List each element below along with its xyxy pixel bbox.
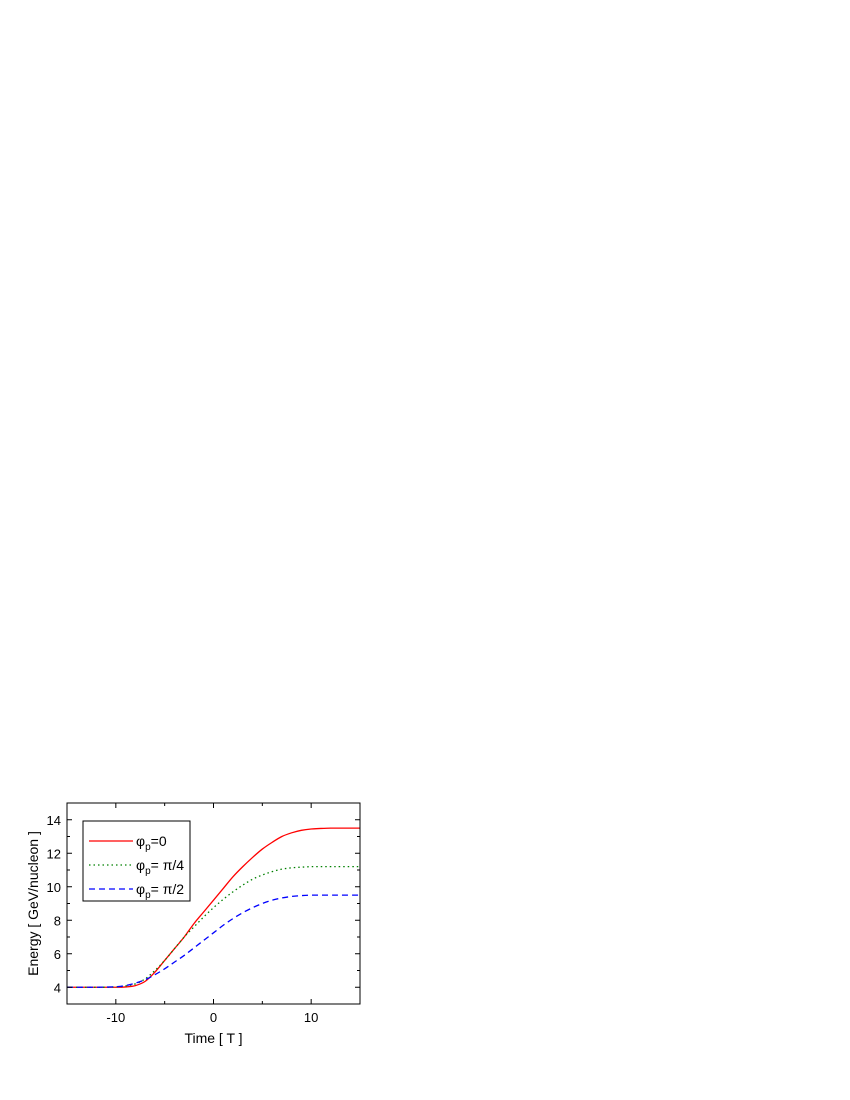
legend-label-0: φp=0 [136,833,167,853]
y-tick-label: 12 [47,846,61,861]
x-tick-label: 10 [304,1010,318,1025]
axis-ticks: -10 0 10 4 6 8 10 12 14 [47,802,361,1025]
y-axis-label: Energy [ GeV/nucleon ] [25,831,41,976]
legend-label-sub: p [145,890,151,901]
y-tick-label: 14 [47,813,61,828]
y-tick-label: 6 [54,947,61,962]
legend-label-sub: p [145,866,151,877]
legend-label-rest: = π/2 [151,881,185,897]
y-tick-label: 10 [47,880,61,895]
legend-label-2: φp= π/2 [136,881,184,901]
y-tick-label: 8 [54,913,61,928]
legend-label-main: φ [136,857,145,873]
y-tick-label: 4 [54,980,61,995]
x-axis-label: Time [ T ] [184,1030,242,1046]
legend-label-main: φ [136,833,145,849]
legend-box [82,820,191,902]
legend-label-sub: p [145,842,151,853]
plot-area [66,827,361,988]
legend-label-main: φ [136,881,145,897]
legend-label-rest: =0 [151,833,167,849]
series-line-1 [66,865,360,988]
x-tick-label: 0 [210,1010,217,1025]
legend: φp=0φp= π/4φp= π/2 [82,820,191,902]
series-line-0 [67,827,361,988]
x-tick-label: -10 [106,1010,125,1025]
series-line-2 [66,894,360,988]
legend-label-rest: = π/4 [151,857,185,873]
legend-label-1: φp= π/4 [136,857,184,877]
